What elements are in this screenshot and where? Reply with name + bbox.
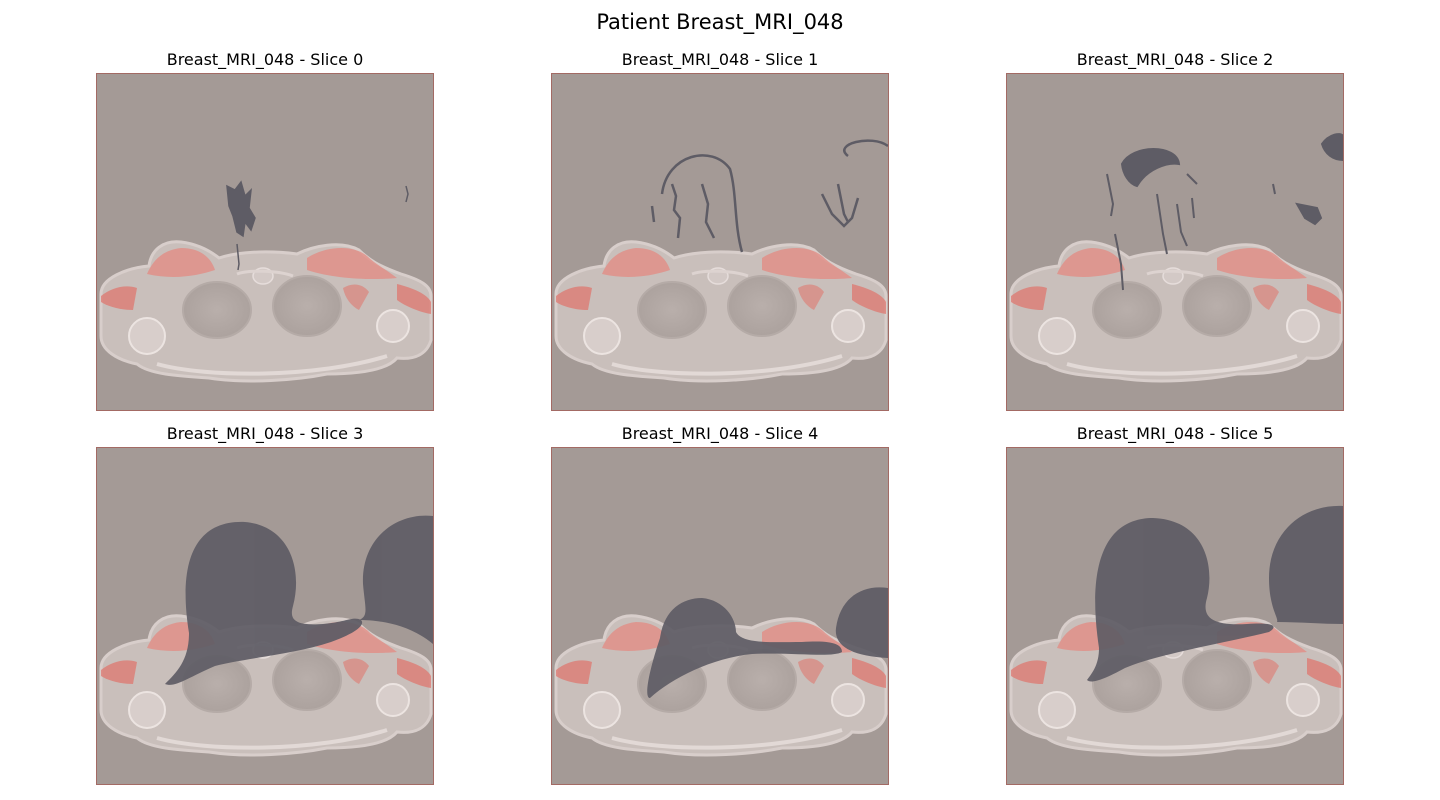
mri-slice-2-image bbox=[1006, 73, 1344, 411]
mri-slice-0-image bbox=[96, 73, 434, 411]
panel-title-slice-1: Breast_MRI_048 - Slice 1 bbox=[621, 50, 819, 69]
panel-title-slice-0: Breast_MRI_048 - Slice 0 bbox=[166, 50, 364, 69]
mri-slice-1-image bbox=[551, 73, 889, 411]
mri-slice-4-image bbox=[551, 447, 889, 785]
figure-title: Patient Breast_MRI_048 bbox=[596, 10, 844, 34]
panel-title-slice-3: Breast_MRI_048 - Slice 3 bbox=[166, 424, 364, 443]
mri-slice-3-image bbox=[96, 447, 434, 785]
panel-title-slice-4: Breast_MRI_048 - Slice 4 bbox=[621, 424, 819, 443]
mri-slice-5-image bbox=[1006, 447, 1344, 785]
panel-title-slice-2: Breast_MRI_048 - Slice 2 bbox=[1076, 50, 1274, 69]
panel-title-slice-5: Breast_MRI_048 - Slice 5 bbox=[1076, 424, 1274, 443]
